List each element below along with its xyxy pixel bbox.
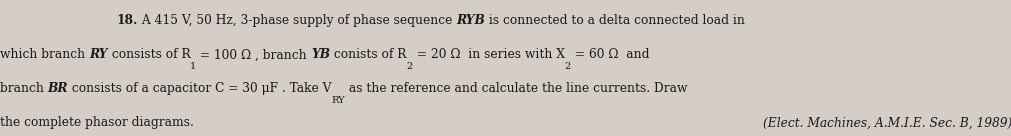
Text: (Elect. Machines, A.M.I.E. Sec. B, 1989): (Elect. Machines, A.M.I.E. Sec. B, 1989) — [762, 116, 1011, 129]
Text: = 100 Ω , branch: = 100 Ω , branch — [196, 48, 310, 61]
Text: consists of R: consists of R — [107, 48, 190, 61]
Text: A 415 V, 50 Hz, 3-phase supply of phase sequence: A 415 V, 50 Hz, 3-phase supply of phase … — [137, 14, 455, 27]
Text: = 20 Ω  in series with X: = 20 Ω in series with X — [412, 48, 564, 61]
Text: branch: branch — [0, 82, 48, 95]
Text: is connected to a delta connected load in: is connected to a delta connected load i… — [484, 14, 744, 27]
Text: the complete phasor diagrams.: the complete phasor diagrams. — [0, 116, 194, 129]
Text: = 60 Ω  and: = 60 Ω and — [570, 48, 649, 61]
Text: consists of a capacitor C = 30 μF . Take V: consists of a capacitor C = 30 μF . Take… — [68, 82, 332, 95]
Text: which branch: which branch — [0, 48, 89, 61]
Text: RY: RY — [332, 96, 345, 105]
Text: 1: 1 — [190, 62, 196, 71]
Text: 18.: 18. — [116, 14, 137, 27]
Text: as the reference and calculate the line currents. Draw: as the reference and calculate the line … — [345, 82, 687, 95]
Text: BR: BR — [48, 82, 68, 95]
Text: 2: 2 — [406, 62, 412, 71]
Text: YB: YB — [310, 48, 330, 61]
Text: RY: RY — [89, 48, 107, 61]
Text: RYB: RYB — [455, 14, 484, 27]
Text: 2: 2 — [564, 62, 570, 71]
Text: conists of R: conists of R — [330, 48, 406, 61]
